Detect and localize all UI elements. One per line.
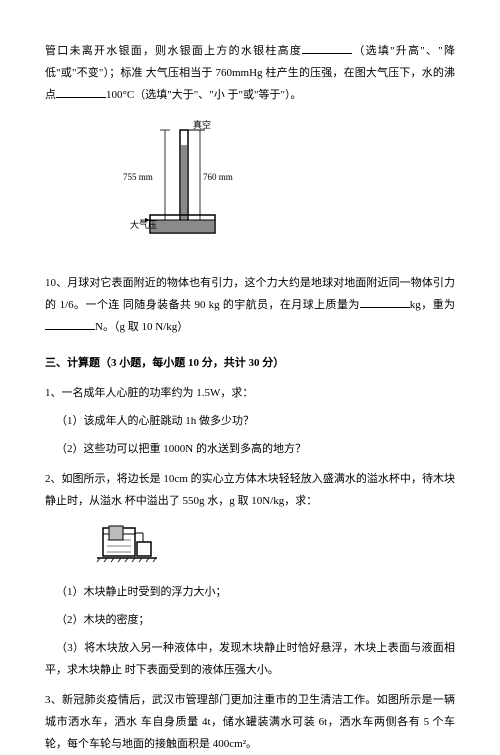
text: kg，重为: [410, 299, 455, 311]
blank-fill[interactable]: [45, 317, 95, 330]
question-2-sub2: （2）木块的密度；: [45, 609, 455, 631]
label-755: 755 mm: [123, 172, 153, 182]
label-pressure: 大气压: [130, 219, 157, 230]
section-3-title: 三、计算题（3 小题，每小题 10 分，共计 30 分）: [45, 352, 455, 374]
overflow-cup-figure: [95, 520, 455, 573]
question-2-sub1: （1）木块静止时受到的浮力大小；: [45, 581, 455, 603]
text: 杯中溢出了 550g 水，g 取 10N/kg，求：: [125, 495, 318, 507]
text: 管口未离开水银面，则水银面上方的水银柱高度: [45, 45, 302, 57]
label-vacuum: 真空: [193, 120, 211, 130]
label-760: 760 mm: [203, 172, 233, 182]
blank-fill[interactable]: [56, 85, 106, 98]
question-1-sub2: （2）这些功可以把重 1000N 的水送到多高的地方？: [45, 438, 455, 460]
text: 于"或"等于"）。: [227, 89, 301, 101]
question-1-sub1: （1）该成年人的心脏跳动 1h 做多少功？: [45, 410, 455, 432]
blank-fill[interactable]: [302, 41, 352, 54]
question-2-sub3: （3）将木块放入另一种液体中，发现木块静止时恰好悬浮，木块上表面与液面相平，求木…: [45, 637, 455, 681]
blank-fill[interactable]: [360, 295, 410, 308]
question-2: 2、如图所示，将边长是 10cm 的实心立方体木块轻轻放入盛满水的溢水杯中，待木…: [45, 468, 455, 512]
text: N。（g 取 10 N/kg）: [95, 321, 188, 333]
barometer-figure: 真空 755 mm 760 mm 大气压: [105, 120, 455, 258]
text: 时下表面受到的液体压强大小。: [125, 664, 279, 676]
text: 400cm²。: [213, 738, 257, 750]
text: 同随身装备共 90 kg 的宇航员，在月球上质量为: [123, 299, 360, 311]
text: 100°C（选填"大于"、"小: [106, 89, 225, 101]
paragraph-continuation: 管口未离开水银面，则水银面上方的水银柱高度（选填"升高"、"降低"或"不变"）；…: [45, 40, 455, 106]
question-10: 10、月球对它表面附近的物体也有引力，这个力大约是地球对地面附近同一物体引力的 …: [45, 272, 455, 338]
question-1: 1、一名成年人心脏的功率约为 1.5W，求：: [45, 382, 455, 404]
question-3: 3、新冠肺炎疫情后，武汉市管理部门更加注重市的卫生清洁工作。如图所示是一辆城市洒…: [45, 689, 455, 755]
